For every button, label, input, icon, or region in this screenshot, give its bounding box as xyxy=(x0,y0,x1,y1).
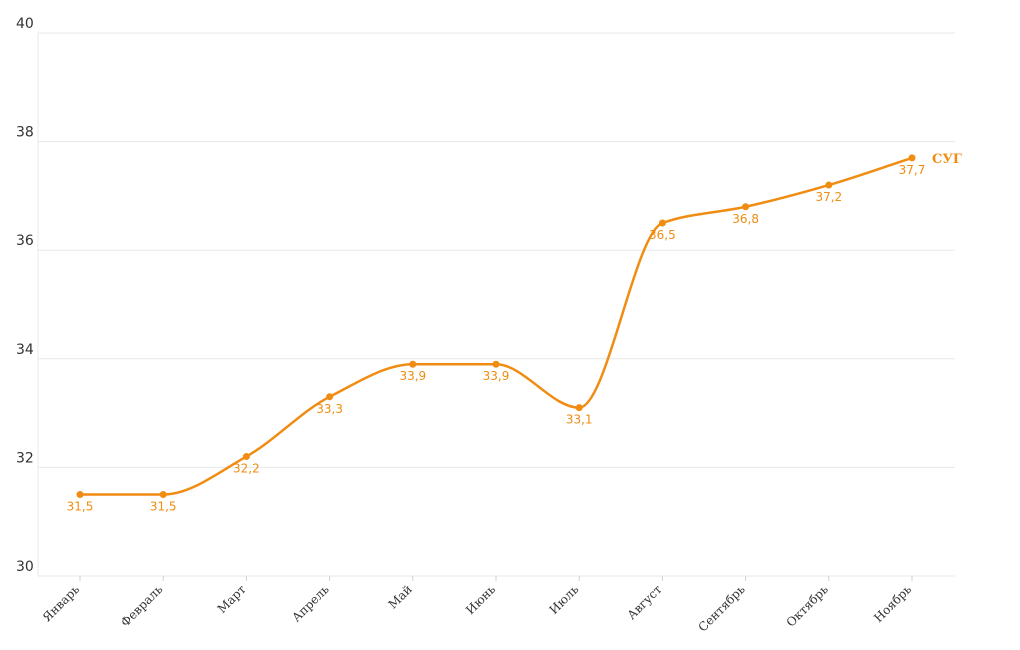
data-label: 31,5 xyxy=(150,500,177,514)
data-label: 36,8 xyxy=(732,212,759,226)
data-point xyxy=(742,203,750,211)
x-tick-label: Февраль xyxy=(118,582,166,630)
y-axis: 30 32 34 36 38 40 xyxy=(16,16,34,575)
data-label: 32,2 xyxy=(233,462,260,476)
series-line xyxy=(80,156,913,496)
data-label: 33,3 xyxy=(316,402,343,416)
x-tick-label: Май xyxy=(386,582,415,611)
series-label: СУГ xyxy=(932,152,962,167)
x-tick-label: Январь xyxy=(40,582,83,625)
data-point xyxy=(242,453,250,461)
data-label: 33,9 xyxy=(483,369,510,383)
data-label: 37,7 xyxy=(899,163,926,177)
data-label: 33,1 xyxy=(566,413,593,427)
y-tick-label: 38 xyxy=(16,125,34,141)
x-tick-label: Апрель xyxy=(289,582,332,625)
data-point xyxy=(908,154,916,162)
data-point xyxy=(575,404,583,412)
x-tick-label: Октябрь xyxy=(784,582,832,630)
x-axis: Январь Февраль Март Апрель Май Июнь Июль Август… xyxy=(40,576,914,635)
y-tick-label: 32 xyxy=(16,450,34,466)
x-tick-label: Сентябрь xyxy=(695,582,748,635)
series-layer: 31,5 31,5 32,2 33,3 33,9 33,9 33,1 36,5 36,8 37,2… xyxy=(67,152,962,514)
x-tick-label: Ноябрь xyxy=(871,582,914,625)
data-point xyxy=(76,491,84,499)
data-point xyxy=(658,219,666,227)
x-tick-label: Июль xyxy=(547,582,582,617)
data-point xyxy=(409,360,417,368)
y-tick-label: 30 xyxy=(16,559,34,575)
x-tick-label: Июнь xyxy=(463,582,498,617)
data-label: 33,9 xyxy=(399,369,426,383)
y-tick-label: 34 xyxy=(16,342,34,358)
data-point xyxy=(825,181,833,189)
grid xyxy=(37,32,955,577)
data-label: 37,2 xyxy=(815,190,842,204)
y-tick-label: 36 xyxy=(16,233,34,249)
data-point xyxy=(326,393,334,401)
y-tick-label: 40 xyxy=(16,16,34,32)
x-tick-label: Март xyxy=(215,582,249,616)
x-tick-label: Август xyxy=(625,582,665,622)
data-point xyxy=(492,360,500,368)
data-label: 36,5 xyxy=(649,228,676,242)
data-label: 31,5 xyxy=(67,500,94,514)
data-point xyxy=(159,491,167,499)
